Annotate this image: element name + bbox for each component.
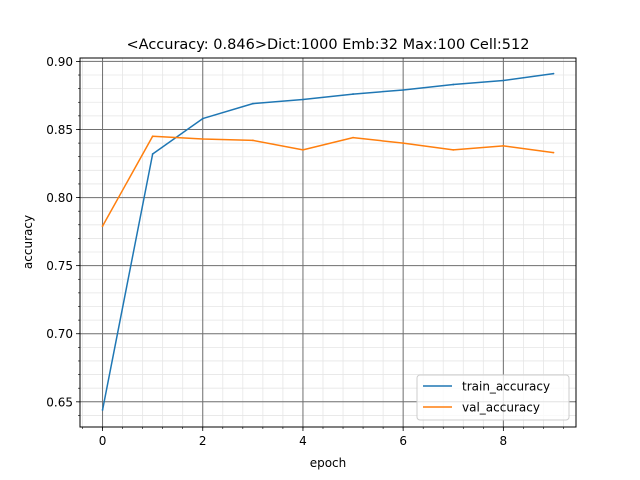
legend-label-train-accuracy: train_accuracy [462,380,550,394]
x-tick-label: 4 [299,434,307,448]
data-point-train-accuracy [151,153,154,155]
data-point-val-accuracy [101,225,104,228]
axis-ticks: 0 2 4 6 8 0.65 0.70 0.75 0.80 0.85 0.90 [46,55,564,448]
data-point-train-accuracy [402,89,405,91]
data-point-train-accuracy [452,83,455,86]
data-point-train-accuracy [201,117,204,120]
data-point-train-accuracy [502,79,505,82]
data-point-val-accuracy [352,136,354,139]
data-point-val-accuracy [251,139,254,142]
plot-frame [79,57,577,428]
minor-grid [80,58,576,427]
y-tick-label: 0.80 [46,191,73,205]
chart-title: <Accuracy: 0.846>Dict:1000 Emb:32 Max:10… [127,37,530,53]
series-lines [101,72,555,411]
data-point-val-accuracy [201,138,204,140]
x-tick-label: 6 [399,434,407,448]
data-point-train-accuracy [352,93,354,95]
y-axis-label: accuracy [21,215,35,269]
data-point-train-accuracy [302,98,304,101]
y-tick-label: 0.70 [46,327,73,341]
major-grid [80,58,576,427]
x-tick-label: 8 [500,434,508,448]
y-tick-label: 0.75 [46,259,73,273]
data-point-val-accuracy [402,142,405,145]
x-tick-label: 0 [99,434,107,448]
legend: train_accuracy val_accuracy [416,374,570,421]
data-point-val-accuracy [552,151,555,154]
x-axis-label: epoch [310,456,347,470]
series-line-train-accuracy [101,72,554,411]
y-tick-label: 0.90 [46,55,73,69]
y-tick-label: 0.85 [46,123,73,137]
data-point-val-accuracy [502,144,505,147]
data-point-val-accuracy [302,149,304,151]
data-point-val-accuracy [151,135,154,138]
legend-box [416,374,570,421]
data-point-val-accuracy [452,149,455,151]
legend-label-val-accuracy: val_accuracy [462,401,540,415]
data-point-train-accuracy [251,102,254,105]
y-tick-label: 0.65 [46,395,73,409]
data-point-train-accuracy [101,409,104,411]
x-tick-label: 2 [199,434,207,448]
series-line-val-accuracy [101,135,554,227]
data-point-train-accuracy [552,72,555,75]
